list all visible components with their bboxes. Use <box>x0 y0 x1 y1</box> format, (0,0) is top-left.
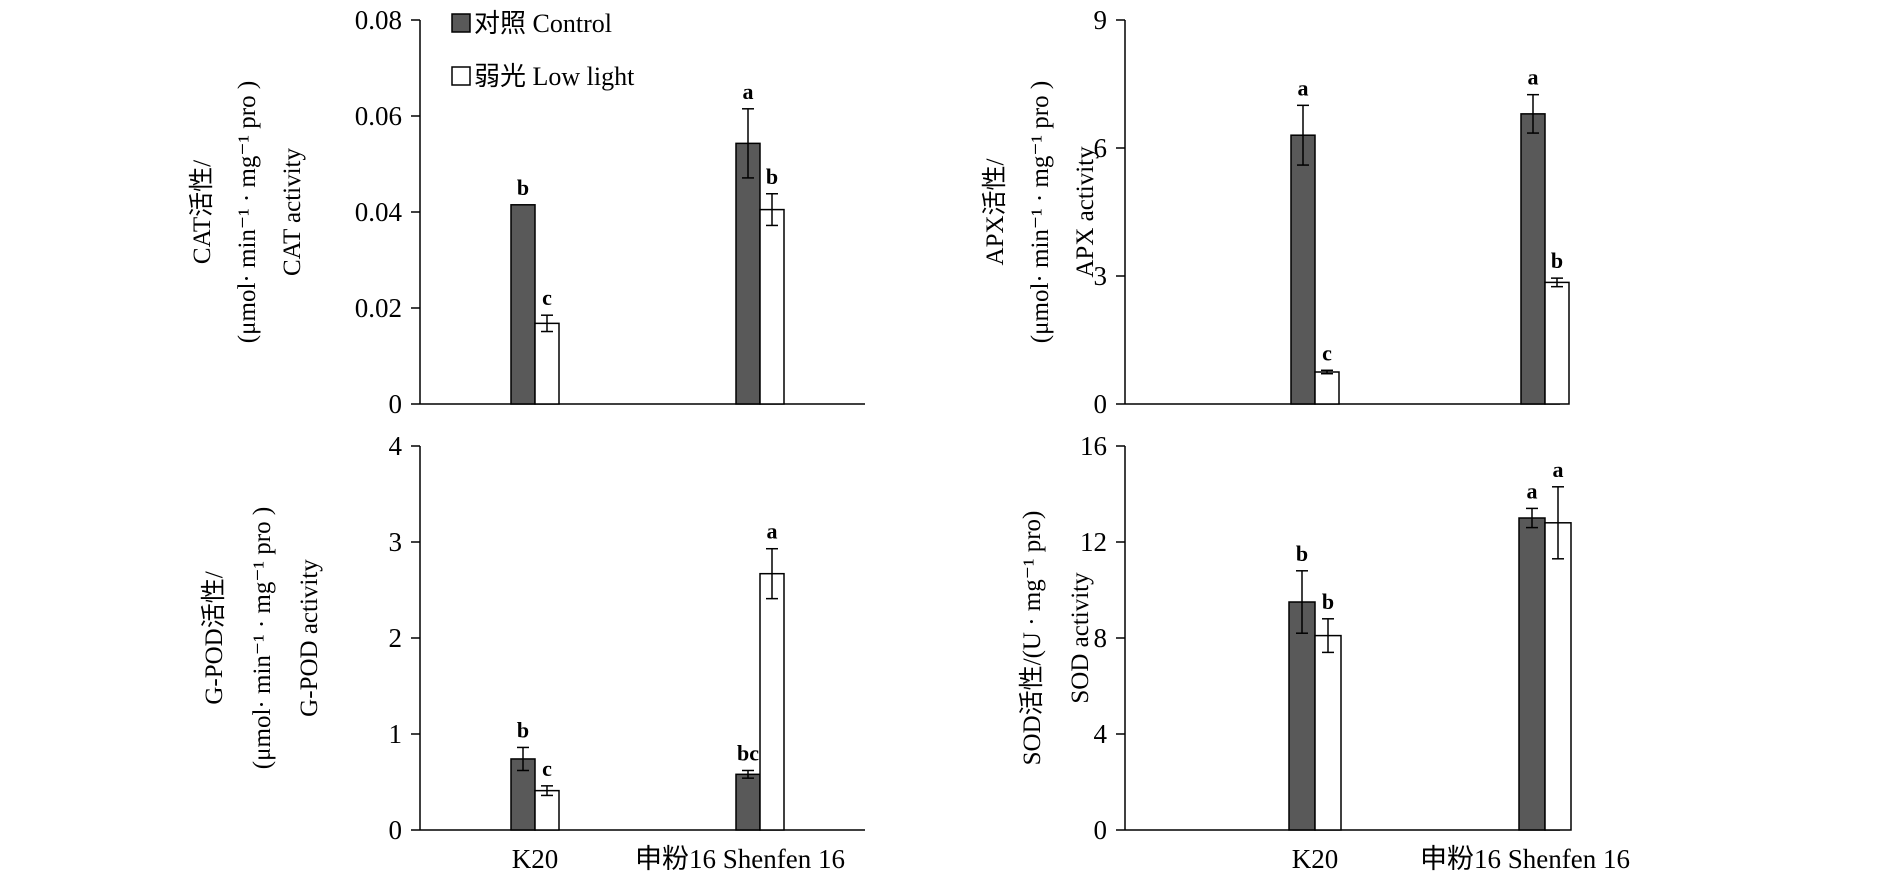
y-tick-label: 9 <box>1094 5 1108 35</box>
significance-label: a <box>1527 478 1538 503</box>
bar-control <box>735 773 761 831</box>
y-axis-label: CAT activity <box>279 148 306 277</box>
y-tick-label: 0 <box>1094 389 1108 419</box>
y-tick-label: 4 <box>1094 719 1108 749</box>
chart-cat: 0 0.02 0.04 0.06 0.08 CAT活性/ (μmol· min⁻¹ · mg… <box>188 5 865 419</box>
significance-label: a <box>1528 65 1539 90</box>
y-tick-label: 0.08 <box>355 5 402 35</box>
legend-label: 对照 Control <box>474 9 612 38</box>
significance-label: b <box>1296 541 1308 566</box>
bar-low_light <box>1314 634 1342 831</box>
significance-label: b <box>517 175 529 200</box>
y-axis-label: APX activity <box>1072 146 1099 278</box>
y-tick-label: 1 <box>389 719 403 749</box>
bar-low_light <box>759 208 785 405</box>
significance-label: b <box>1551 248 1563 273</box>
y-tick-label: 0.04 <box>355 197 403 227</box>
x-category-label: K20 <box>1292 844 1339 874</box>
bar-control <box>1288 601 1316 831</box>
bar-control <box>510 204 536 405</box>
x-category-label: 申粉16 Shenfen 16 <box>635 844 845 874</box>
y-tick-label: 4 <box>389 431 403 461</box>
legend-swatch-low_light <box>451 66 471 86</box>
y-tick-label: 3 <box>389 527 403 557</box>
y-tick-label: 0.02 <box>355 293 402 323</box>
legend-swatch-control <box>451 13 471 33</box>
y-tick-label: 2 <box>389 623 403 653</box>
significance-label: a <box>767 519 778 544</box>
x-category-label: K20 <box>512 844 559 874</box>
legend-label: 弱光 Low light <box>474 62 635 91</box>
significance-label: b <box>1322 589 1334 614</box>
y-axis-label: (μmol· min⁻¹ · mg⁻¹ pro ) <box>234 81 261 343</box>
y-tick-label: 6 <box>1094 133 1108 163</box>
significance-label: a <box>1298 75 1309 100</box>
bar-low_light <box>534 322 560 405</box>
significance-label: c <box>1322 340 1332 365</box>
y-axis-label: (μmol· min⁻¹ · mg⁻¹ pro ) <box>249 507 276 769</box>
significance-label: b <box>517 717 529 742</box>
significance-label: c <box>542 756 552 781</box>
significance-label: b <box>766 164 778 189</box>
x-category-label: 申粉16 Shenfen 16 <box>1420 844 1630 874</box>
bar-low_light <box>534 789 560 831</box>
bar-low_light <box>1544 522 1572 831</box>
y-tick-label: 0 <box>1094 815 1108 845</box>
y-tick-label: 3 <box>1094 261 1108 291</box>
y-tick-label: 0.06 <box>355 101 402 131</box>
y-axis-label: G-POD activity <box>296 559 323 717</box>
bar-low_light <box>1544 281 1570 405</box>
y-axis-label: G-POD活性/ <box>200 571 228 704</box>
chart-gpod: 0 1 2 3 4 G-POD活性/ (μmol· min⁻¹ · mg⁻¹ pro ) G-… <box>200 431 865 874</box>
chart-apx: 0 3 6 9 APX活性/ (μmol· min⁻¹ · mg⁻¹ pro ) APX a… <box>981 5 1570 419</box>
y-tick-label: 12 <box>1080 527 1107 557</box>
significance-label: bc <box>737 740 759 765</box>
bar-control <box>1290 134 1316 405</box>
bar-control <box>1520 113 1546 405</box>
y-tick-label: 16 <box>1080 431 1107 461</box>
bar-control <box>1518 517 1546 831</box>
y-axis-label: SOD活性/(U · mg⁻¹ pro) <box>1018 511 1046 766</box>
y-tick-label: 0 <box>389 815 403 845</box>
significance-label: a <box>743 79 754 104</box>
y-axis-label: (μmol· min⁻¹ · mg⁻¹ pro ) <box>1027 81 1054 343</box>
bar-control <box>735 142 761 405</box>
y-axis-label: SOD activity <box>1067 572 1094 704</box>
bar-low_light <box>759 572 785 831</box>
y-tick-label: 8 <box>1094 623 1108 653</box>
bar-low_light <box>1314 371 1340 405</box>
y-axis-label: APX活性/ <box>981 158 1009 265</box>
significance-label: c <box>542 285 552 310</box>
chart-sod: 0 4 8 12 16 SOD活性/(U · mg⁻¹ pro) SOD activity b… <box>1018 431 1630 874</box>
legend: 对照 Control 弱光 Low light <box>451 9 635 91</box>
y-tick-label: 0 <box>389 389 403 419</box>
significance-label: a <box>1553 457 1564 482</box>
y-axis-label: CAT活性/ <box>188 160 216 264</box>
